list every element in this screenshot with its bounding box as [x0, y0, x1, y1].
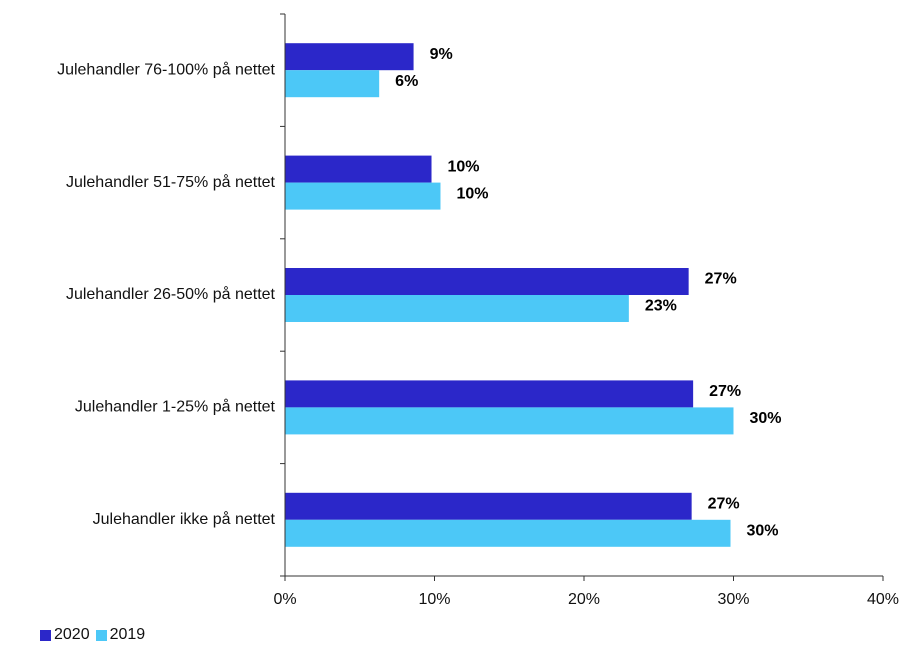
x-tick-label-2: 20%: [568, 591, 600, 608]
x-tick-label-1: 10%: [418, 591, 450, 608]
data-label-2019-1: 10%: [456, 185, 488, 202]
bar-2020-4: [285, 492, 692, 520]
category-label-0: Julehandler 76-100% på nettet: [57, 60, 275, 78]
data-label-2020-3: 27%: [709, 383, 741, 400]
data-label-2020-2: 27%: [705, 271, 737, 288]
category-label-4: Julehandler ikke på nettet: [93, 510, 276, 528]
category-label-2: Julehandler 26-50% på nettet: [66, 285, 276, 303]
x-tick-label-4: 40%: [867, 591, 899, 608]
legend: 2020 2019: [40, 626, 151, 644]
x-tick-label-0: 0%: [273, 591, 296, 608]
data-label-2019-2: 23%: [645, 298, 677, 315]
bar-2019-2: [285, 295, 629, 322]
bar-2019-4: [285, 519, 731, 547]
bar-2020-0: [285, 43, 414, 71]
x-tick-label-3: 30%: [717, 591, 749, 608]
data-label-2019-3: 30%: [750, 410, 782, 427]
legend-label-2019: 2019: [109, 626, 146, 643]
data-label-2020-1: 10%: [448, 158, 480, 175]
bar-2019-0: [285, 70, 380, 98]
data-label-2019-4: 30%: [747, 523, 779, 540]
bar-2020-1: [285, 155, 432, 183]
data-label-2020-4: 27%: [708, 496, 740, 513]
legend-item-2020: 2020: [40, 626, 90, 644]
bar-2019-3: [285, 407, 734, 435]
legend-swatch-2019: [95, 629, 107, 641]
data-label-2019-0: 6%: [395, 73, 418, 90]
data-label-2020-0: 9%: [430, 46, 453, 63]
legend-label-2020: 2020: [54, 626, 90, 643]
bar-2020-3: [285, 380, 694, 408]
legend-item-2019: 2019: [95, 626, 146, 644]
bar-2019-1: [285, 182, 441, 210]
legend-swatch-2020: [40, 629, 51, 641]
category-label-1: Julehandler 51-75% på nettet: [66, 173, 276, 191]
bar-2020-2: [285, 268, 689, 295]
category-label-3: Julehandler 1-25% på nettet: [75, 398, 276, 416]
